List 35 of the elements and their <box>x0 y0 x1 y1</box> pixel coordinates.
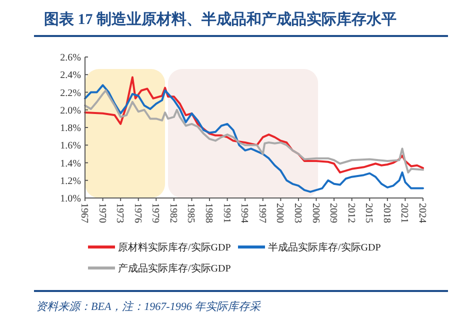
y-tick-label: 2.6% <box>60 52 81 64</box>
y-tick-label: 1.2% <box>60 176 81 187</box>
x-tick-label: 2015 <box>363 203 374 223</box>
x-tick-label: 1973 <box>114 203 126 223</box>
x-tick-label: 2003 <box>292 203 303 223</box>
y-tick-label: 1.6% <box>60 140 81 152</box>
x-tick-label: 2021 <box>398 203 410 223</box>
x-tick-label: 2018 <box>380 203 392 223</box>
x-tick-label: 1970 <box>96 203 108 223</box>
x-tick-label: 2000 <box>274 203 286 223</box>
x-tick-label: 1985 <box>185 203 196 223</box>
x-tick-label: 1967 <box>78 203 90 223</box>
legend-label: 产成品实际库存/实际GDP <box>118 262 232 274</box>
y-tick-label: 2.4% <box>60 70 81 82</box>
y-tick-label: 2.0% <box>60 105 81 116</box>
x-tick-label: 1994 <box>238 203 250 223</box>
x-tick-label: 2024 <box>416 203 428 223</box>
legend-label: 原材料实际库存/实际GDP <box>118 242 232 254</box>
x-tick-label: 1997 <box>256 203 268 223</box>
x-tick-label: 2009 <box>328 203 339 223</box>
line-series <box>84 84 424 193</box>
x-tick-label: 1982 <box>167 203 178 223</box>
x-tick-label: 1979 <box>150 203 161 223</box>
x-tick-label: 1991 <box>220 203 232 223</box>
x-tick-label: 2006 <box>310 203 321 223</box>
legend-label: 半成品实际库存/实际GDP <box>268 242 382 254</box>
x-tick-label: 1976 <box>132 203 143 223</box>
y-tick-label: 1.8% <box>60 123 81 134</box>
y-tick-label: 1.4% <box>60 158 81 170</box>
x-tick-label: 1988 <box>203 203 214 223</box>
y-tick-label: 1.0% <box>60 194 81 204</box>
chart-title: 图表 17 制造业原材料、半成品和产成品实际库存水平 <box>44 10 396 28</box>
text: 资料来源：BEA，注：1967-1996 年实际库存采 <box>36 300 262 313</box>
y-tick-label: 2.2% <box>60 88 81 99</box>
x-tick-label: 2012 <box>345 203 356 223</box>
